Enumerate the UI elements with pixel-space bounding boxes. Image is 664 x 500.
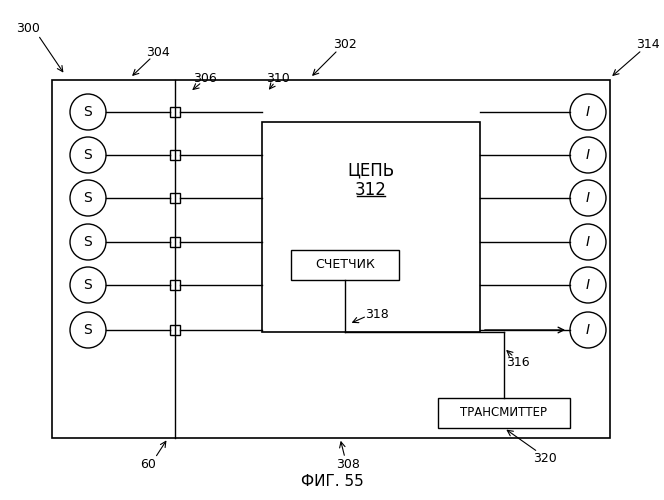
Bar [170, 325, 180, 335]
Circle shape [70, 224, 106, 260]
Text: ЦЕПЬ: ЦЕПЬ [347, 161, 394, 179]
Text: 316: 316 [506, 356, 530, 368]
Bar [170, 193, 180, 203]
Circle shape [570, 94, 606, 130]
Circle shape [570, 180, 606, 216]
Text: 314: 314 [636, 38, 660, 52]
Circle shape [70, 180, 106, 216]
Text: 306: 306 [193, 72, 217, 85]
Bar [170, 150, 180, 160]
Text: I: I [586, 148, 590, 162]
Circle shape [570, 224, 606, 260]
Text: 304: 304 [146, 46, 170, 60]
Circle shape [70, 312, 106, 348]
Circle shape [570, 312, 606, 348]
Circle shape [70, 137, 106, 173]
Text: S: S [84, 235, 92, 249]
Bar [52, 80, 610, 438]
Circle shape [570, 267, 606, 303]
Text: S: S [84, 323, 92, 337]
Bar [262, 122, 480, 332]
Bar [291, 250, 399, 280]
Text: I: I [586, 323, 590, 337]
Bar [438, 398, 570, 428]
Text: ТРАНСМИТТЕР: ТРАНСМИТТЕР [461, 406, 548, 420]
Text: I: I [586, 105, 590, 119]
Text: S: S [84, 191, 92, 205]
Text: I: I [586, 235, 590, 249]
Text: 60: 60 [140, 458, 156, 471]
Text: S: S [84, 148, 92, 162]
Bar [170, 237, 180, 247]
Text: 300: 300 [16, 22, 40, 35]
Circle shape [70, 267, 106, 303]
Bar [170, 107, 180, 117]
Text: СЧЕТЧИК: СЧЕТЧИК [315, 258, 375, 272]
Text: 310: 310 [266, 72, 290, 85]
Text: I: I [586, 278, 590, 292]
Text: S: S [84, 278, 92, 292]
Text: 320: 320 [533, 452, 557, 464]
Text: 312: 312 [355, 181, 387, 199]
Text: 302: 302 [333, 38, 357, 52]
Text: 318: 318 [365, 308, 389, 320]
Text: S: S [84, 105, 92, 119]
Circle shape [70, 94, 106, 130]
Text: ФИГ. 55: ФИГ. 55 [301, 474, 363, 490]
Text: I: I [586, 191, 590, 205]
Bar [170, 280, 180, 290]
Text: 308: 308 [336, 458, 360, 471]
Circle shape [570, 137, 606, 173]
